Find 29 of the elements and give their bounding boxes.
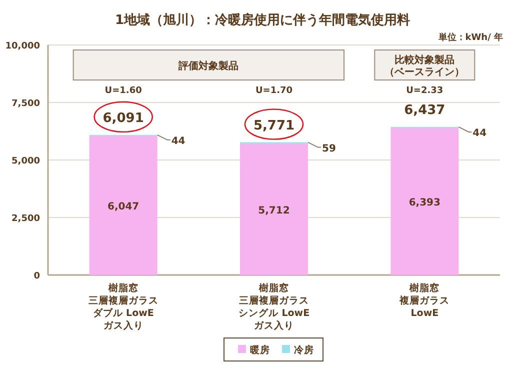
x-tick-label: 樹脂窓三層複層ガラスシングル LowEガス入り (238, 282, 310, 332)
total-label: 5,771 (253, 118, 295, 134)
data-label: 6,047 (108, 201, 140, 212)
y-tick-label: 7,500 (12, 99, 40, 109)
total-label: 6,437 (404, 102, 446, 118)
y-tick-label: 5,000 (12, 156, 40, 166)
bar (89, 136, 158, 275)
chart-title: 1地域（旭川）：冷暖房使用に伴う年間電気使用料 (114, 12, 410, 28)
legend-label: 暖房 (250, 344, 270, 356)
data-label: 6,393 (408, 197, 441, 208)
annotation: 比較対象製品（ベースライン） (384, 54, 465, 78)
y-tick-label: 0 (34, 272, 40, 282)
annotation: U=1.60 (104, 86, 142, 96)
y-tick-label: 10,000 (5, 42, 40, 52)
x-tick-label: 樹脂窓三層複層ガラスダブル LowEガス入り (88, 282, 158, 332)
data-label: 5,712 (258, 205, 290, 216)
text: 単位：kWh/ 年 (437, 32, 503, 43)
bar (240, 144, 308, 275)
annotation: U=1.70 (255, 86, 293, 96)
annotation: 評価対象製品 (178, 60, 239, 72)
data-label: 59 (322, 143, 336, 154)
total-label: 6,091 (102, 110, 144, 126)
annotation: U=2.33 (406, 86, 444, 96)
bar (390, 128, 459, 275)
x-tick-label: 樹脂窓複層ガラスLowE (398, 282, 450, 319)
legend-label: 冷房 (294, 344, 314, 356)
data-label: 44 (171, 136, 186, 147)
y-tick-label: 2,500 (12, 214, 40, 224)
data-label: 44 (472, 128, 487, 139)
